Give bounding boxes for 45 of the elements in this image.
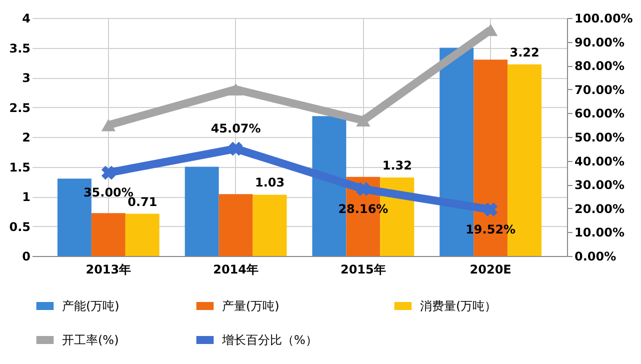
y2-tick-label: 100.00% bbox=[574, 12, 633, 26]
y2-tick-label: 60.00% bbox=[574, 106, 624, 121]
bar bbox=[125, 214, 160, 256]
y2-tick-label: 50.00% bbox=[574, 130, 624, 144]
legend-label: 增长百分比（%） bbox=[221, 333, 318, 347]
legend-label: 产能(万吨) bbox=[62, 299, 120, 313]
y2-tick-label: 40.00% bbox=[574, 154, 624, 168]
x-tick-label: 2014年 bbox=[213, 262, 259, 276]
point bbox=[101, 166, 116, 180]
legend-label: 开工率(%) bbox=[62, 333, 119, 347]
point bbox=[228, 83, 243, 96]
y2-tick-label: 70.00% bbox=[574, 82, 624, 97]
data-label: 1.32 bbox=[382, 158, 412, 172]
y-tick-label: 0 bbox=[22, 250, 30, 264]
y2-tick-label: 0.00% bbox=[574, 250, 616, 264]
legend-label: 消费量(万吨） bbox=[420, 299, 497, 313]
point bbox=[484, 202, 498, 217]
y-tick-label: 2.5 bbox=[9, 100, 30, 115]
point bbox=[228, 142, 243, 156]
data-label: 3.22 bbox=[510, 45, 540, 60]
y2-tick-label: 80.00% bbox=[574, 59, 624, 74]
point bbox=[356, 182, 370, 196]
bar bbox=[91, 213, 126, 256]
data-label: 45.07% bbox=[210, 122, 261, 136]
y-tick-label: 3 bbox=[22, 71, 30, 85]
legend-label: 产量(万吨) bbox=[222, 299, 280, 313]
y-tick-label: 2 bbox=[22, 130, 30, 144]
y2-tick-label: 90.00% bbox=[574, 35, 624, 50]
x-tick-label: 2020E bbox=[470, 262, 512, 276]
x-tick-label: 2015年 bbox=[340, 262, 386, 276]
y-tick-label: 1 bbox=[22, 190, 30, 204]
y2-tick-label: 30.00% bbox=[574, 178, 624, 192]
point bbox=[101, 118, 116, 132]
y2-tick-label: 10.00% bbox=[574, 226, 624, 240]
x-tick-label: 2013年 bbox=[86, 262, 132, 276]
bar bbox=[218, 194, 253, 256]
bar bbox=[184, 166, 219, 256]
y-tick-label: 4 bbox=[22, 12, 30, 26]
y-tick-label: 0.5 bbox=[9, 220, 30, 234]
data-label: 1.03 bbox=[254, 176, 285, 190]
bar bbox=[252, 194, 287, 256]
y2-tick-label: 20.00% bbox=[574, 202, 624, 216]
point bbox=[356, 114, 370, 126]
y-tick-label: 3.5 bbox=[9, 41, 30, 56]
y-tick-label: 1.5 bbox=[9, 160, 30, 174]
